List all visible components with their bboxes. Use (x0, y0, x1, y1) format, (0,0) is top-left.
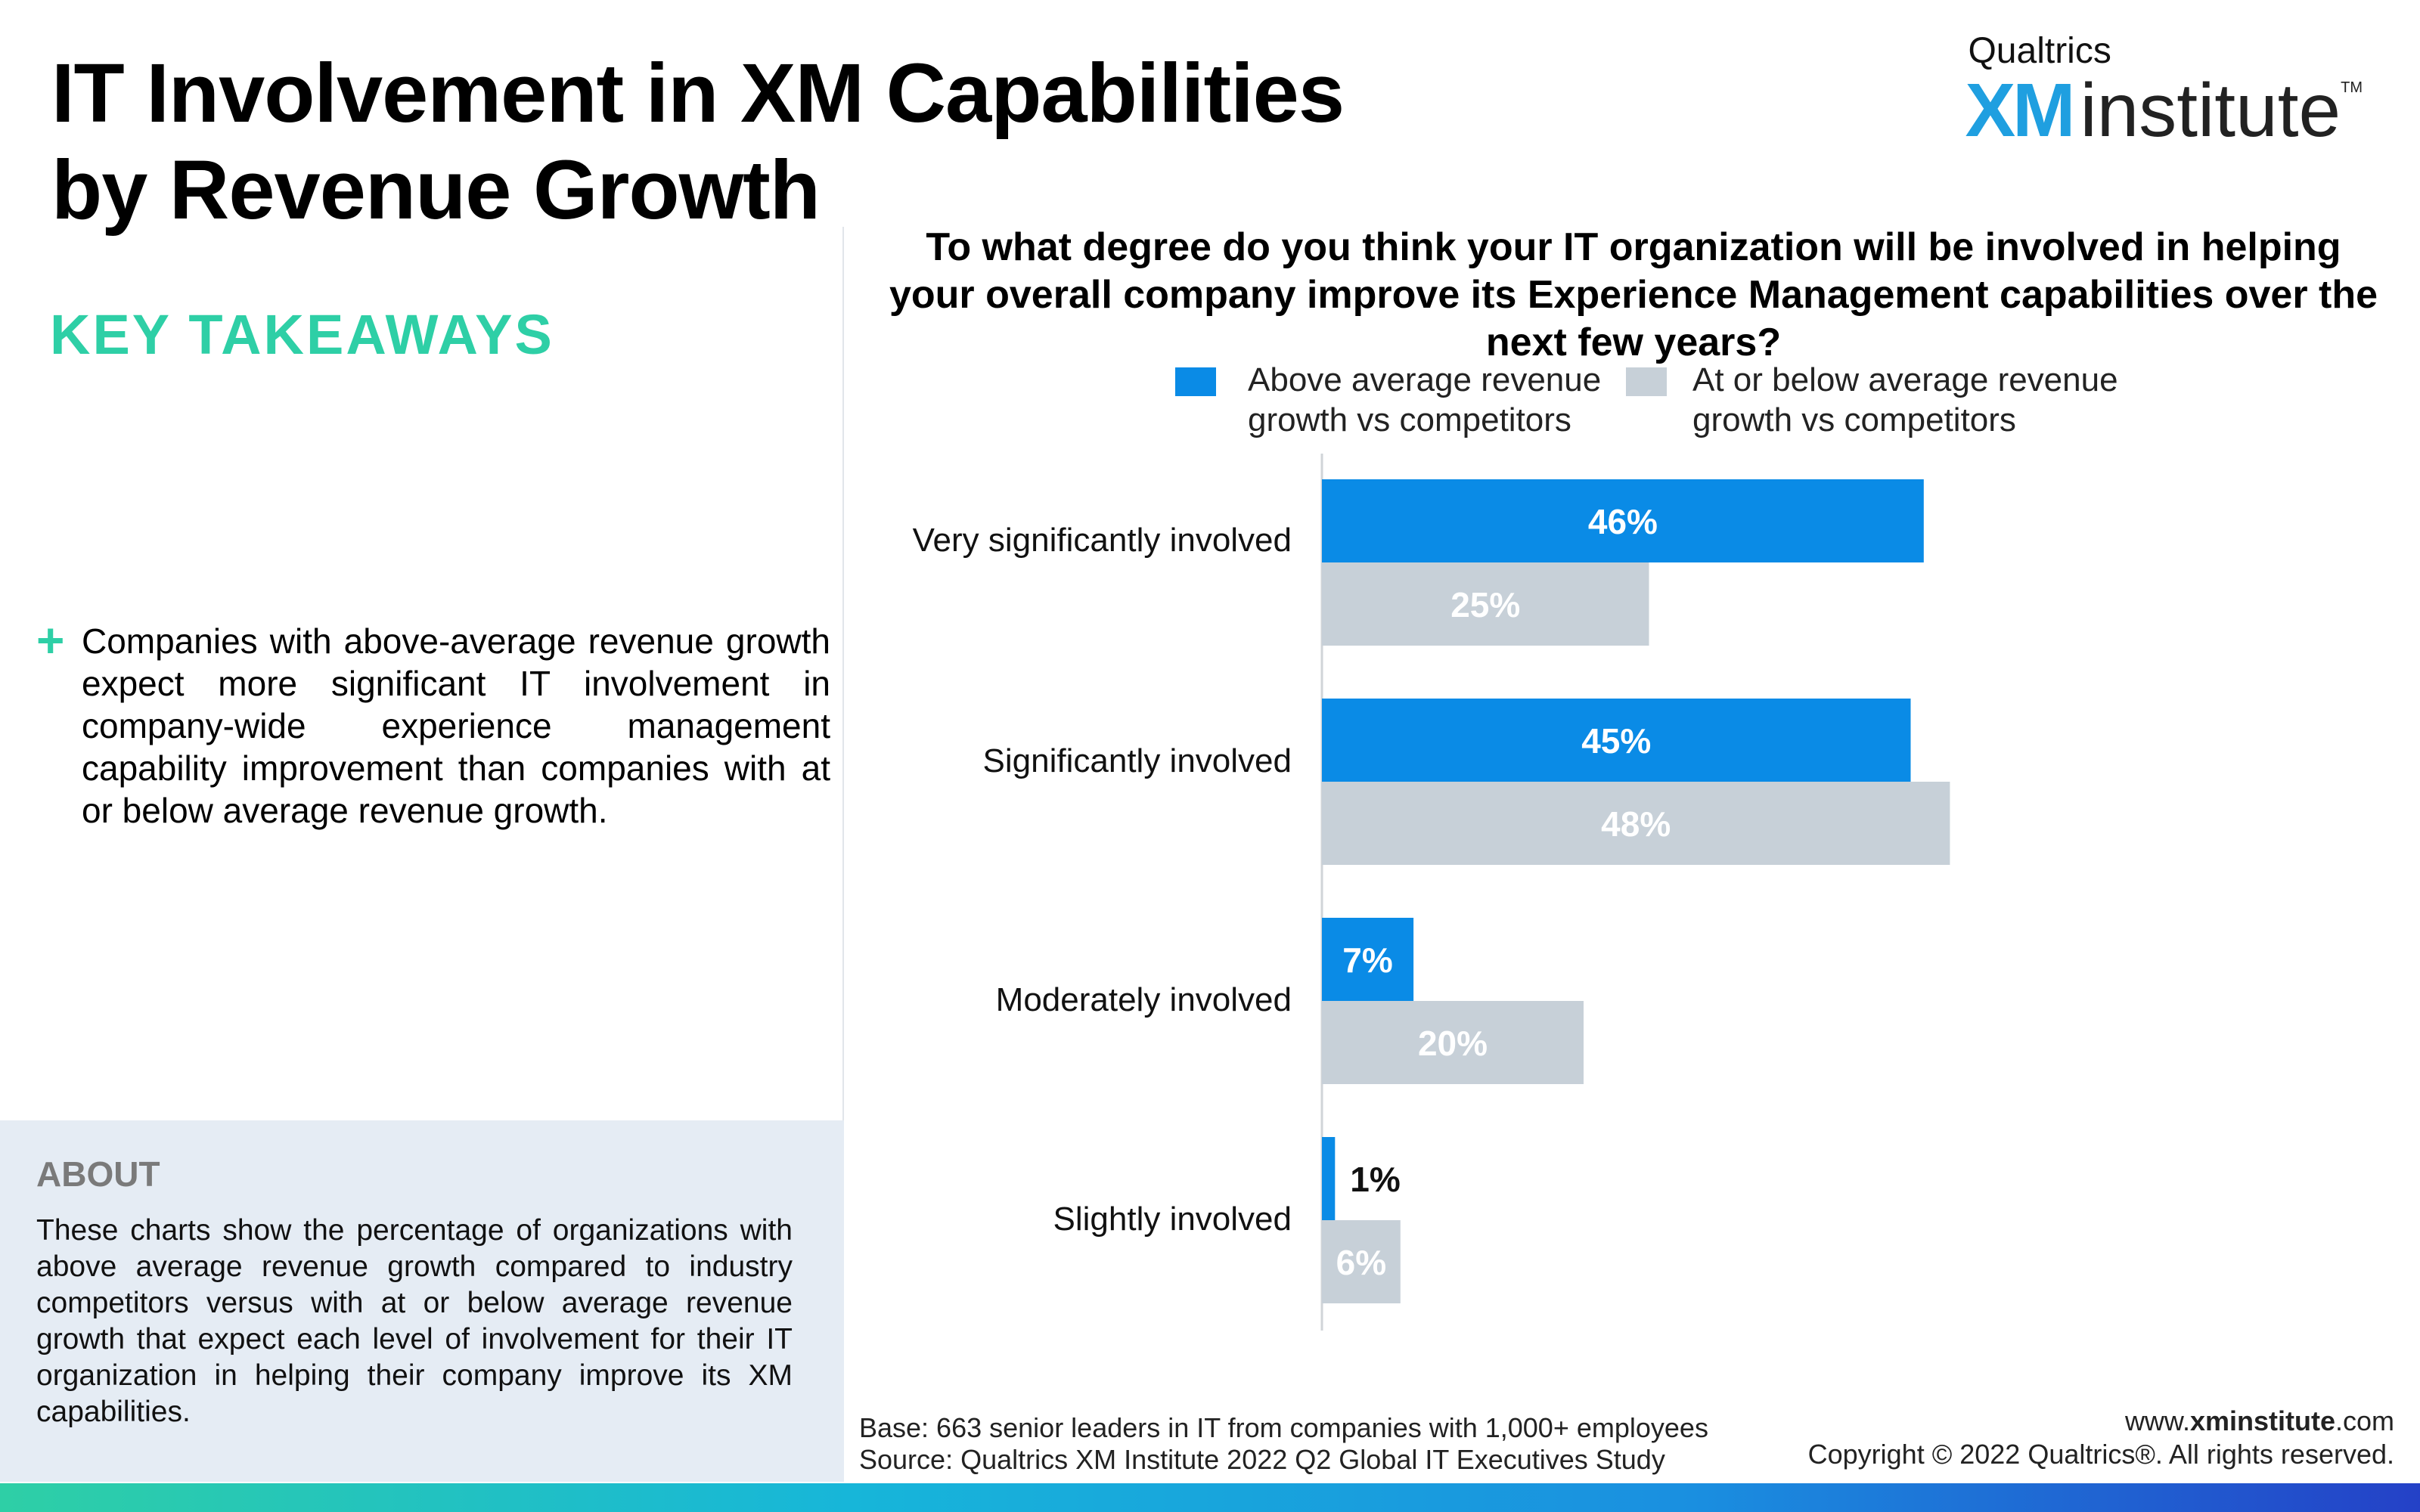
bar-above-average (1322, 1137, 1336, 1220)
bar-at-or-below-average (1322, 782, 1950, 865)
plus-icon: + (36, 613, 65, 668)
section-divider (842, 227, 844, 1482)
legend-swatch-above (1175, 367, 1216, 396)
bar-at-or-below-average (1322, 1220, 1401, 1303)
legend-label-below: At or below average revenue growth vs co… (1692, 361, 2118, 438)
logo-mark: XM instituteTM (1965, 73, 2363, 148)
data-label: 1% (1350, 1160, 1400, 1199)
chart-title: To what degree do you think your IT orga… (889, 225, 2378, 364)
footer-right: www.xminstitute.com Copyright © 2022 Qua… (1808, 1405, 2394, 1471)
category-label: Significantly involved (982, 742, 1292, 779)
key-takeaways-heading: KEY TAKEAWAYS (50, 303, 554, 366)
data-label: 45% (1581, 721, 1651, 761)
data-label: 20% (1418, 1024, 1488, 1063)
bar-above-average (1322, 479, 1924, 562)
xm-institute-logo[interactable]: Qualtrics XM instituteTM (1965, 30, 2363, 148)
logo-tm: TM (2341, 79, 2363, 96)
base-note: Base: 663 senior leaders in IT from comp… (859, 1412, 1708, 1443)
bar-above-average (1322, 699, 1911, 782)
about-text: These charts show the percentage of orga… (36, 1214, 793, 1428)
website-prefix: www. (2124, 1405, 2190, 1436)
source-note: Source: Qualtrics XM Institute 2022 Q2 G… (859, 1444, 1665, 1475)
category-label: Slightly involved (1053, 1201, 1292, 1238)
legend-label-above: Above average revenue growth vs competit… (1248, 361, 1602, 438)
logo-brand: Qualtrics (1968, 31, 2111, 71)
logo-word: institute (2080, 68, 2341, 153)
category-label: Moderately involved (995, 981, 1292, 1018)
category-label: Very significantly involved (912, 522, 1292, 559)
website-link[interactable]: www.xminstitute.com (1808, 1405, 2394, 1438)
legend-swatch-below (1626, 367, 1667, 396)
gradient-bar (0, 1483, 2420, 1512)
bar-at-or-below-average (1322, 1001, 1584, 1084)
copyright: Copyright © 2022 Qualtrics®. All rights … (1807, 1439, 2394, 1470)
takeaway-text: Companies with above-average revenue gro… (82, 621, 830, 830)
logo-xm: XM (1965, 68, 2075, 153)
page-title: IT Involvement in XM Capabilities by Rev… (51, 47, 1345, 237)
about-panel (0, 1120, 844, 1482)
chart-footnote: Base: 663 senior leaders in IT from comp… (859, 1412, 1708, 1476)
data-label: 25% (1450, 585, 1520, 624)
bar-above-average (1322, 918, 1414, 1001)
data-label: 7% (1342, 940, 1392, 980)
data-label: 6% (1336, 1243, 1386, 1282)
website-bold: xminstitute (2189, 1405, 2335, 1436)
about-heading: ABOUT (36, 1154, 160, 1194)
bar-at-or-below-average (1322, 562, 1649, 646)
data-label: 48% (1601, 804, 1671, 844)
data-label: 46% (1588, 502, 1658, 541)
website-suffix: .com (2335, 1405, 2394, 1436)
